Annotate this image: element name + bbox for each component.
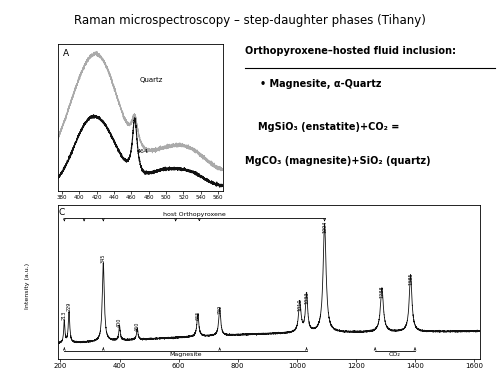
Text: 1385: 1385 <box>408 273 413 285</box>
Text: MgSiO₃ (enstatite)+CO₂ =: MgSiO₃ (enstatite)+CO₂ = <box>258 122 399 132</box>
Text: MgCO₃ (magnesite)+SiO₂ (quartz): MgCO₃ (magnesite)+SiO₂ (quartz) <box>245 156 430 166</box>
Text: 229: 229 <box>66 302 71 311</box>
Text: 1288: 1288 <box>380 286 384 298</box>
Text: Quartz: Quartz <box>140 77 164 83</box>
Text: host Orthopyroxene: host Orthopyroxene <box>163 212 226 217</box>
Text: 400: 400 <box>117 318 122 327</box>
Text: Magnesite: Magnesite <box>169 352 202 357</box>
Text: • Magnesite, α-Quartz: • Magnesite, α-Quartz <box>260 79 382 89</box>
Text: Orthopyroxene–hosted fluid inclusion:: Orthopyroxene–hosted fluid inclusion: <box>245 46 456 56</box>
Text: 464: 464 <box>136 149 148 154</box>
Text: 345: 345 <box>101 254 106 263</box>
Text: 1033: 1033 <box>304 291 309 303</box>
Text: 1094: 1094 <box>322 220 327 233</box>
Text: 739: 739 <box>217 305 222 315</box>
Text: 665: 665 <box>196 310 200 320</box>
Text: A: A <box>62 49 68 58</box>
Text: Intensity (a.u.): Intensity (a.u.) <box>25 262 30 309</box>
Text: CO₂: CO₂ <box>389 352 401 357</box>
Text: Raman microspectroscopy – step-daughter phases (Tihany): Raman microspectroscopy – step-daughter … <box>74 14 426 27</box>
Text: 1010: 1010 <box>298 299 302 311</box>
Text: 460: 460 <box>135 321 140 331</box>
Text: C: C <box>59 208 65 217</box>
Text: 213: 213 <box>62 310 67 320</box>
